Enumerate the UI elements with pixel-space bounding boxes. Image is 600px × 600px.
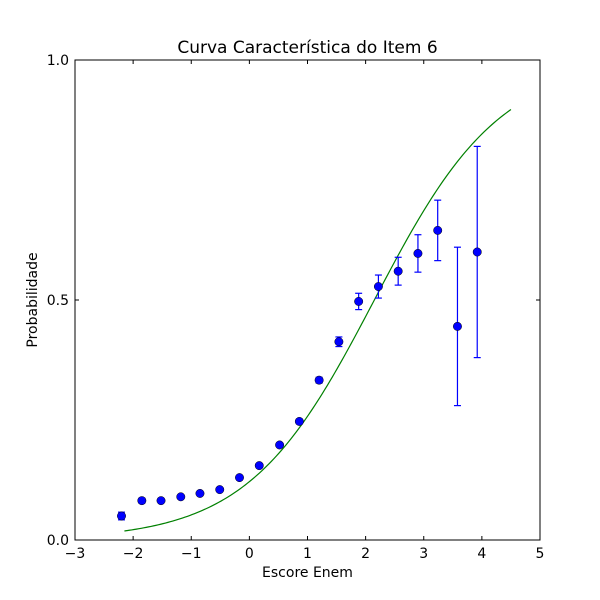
data-point: [334, 337, 344, 347]
x-tick-label: −3: [65, 546, 86, 562]
axes: −3 −2 −1 0 1 2 3 4 5 0.0 0.5 1.0: [47, 53, 545, 562]
y-tick-label: 1.0: [47, 53, 69, 69]
x-tick-label: 2: [361, 546, 370, 562]
data-point-group: [453, 246, 462, 407]
data-point-group: [393, 256, 403, 286]
data-point-group: [413, 234, 423, 273]
data-point-group: [433, 199, 443, 262]
data-point-group: [254, 461, 264, 471]
data-point: [235, 473, 244, 483]
data-point: [254, 461, 264, 471]
y-tick-label: 0.5: [47, 293, 69, 309]
data-point: [215, 485, 225, 495]
x-tick-label: −1: [181, 546, 202, 562]
data-point-group: [117, 511, 126, 521]
x-tick-label: 0: [245, 546, 254, 562]
data-point: [393, 266, 403, 276]
x-tick-label: 1: [303, 546, 312, 562]
x-tick-label: 4: [477, 546, 486, 562]
data-point: [137, 496, 147, 506]
data-point: [195, 488, 205, 498]
x-axis-title: Escore Enem: [262, 565, 353, 581]
data-point: [314, 375, 324, 385]
data-point-group: [275, 440, 285, 450]
data-point-group: [215, 485, 225, 495]
data-point-group: [472, 145, 482, 359]
data-point-group: [314, 375, 324, 385]
data-point-group: [176, 492, 186, 502]
data-point: [117, 511, 126, 521]
x-tick-label: 3: [419, 546, 428, 562]
data-point-group: [137, 496, 147, 506]
x-tick-label: 5: [536, 546, 545, 562]
data-point: [453, 321, 462, 331]
data-point: [433, 225, 443, 235]
data-point: [156, 496, 166, 506]
y-tick-label: 0.0: [47, 533, 69, 549]
data-point: [176, 492, 186, 502]
plot-area: [117, 109, 512, 532]
data-point: [373, 282, 383, 292]
data-point-group: [373, 274, 383, 299]
data-point-group: [156, 496, 166, 506]
y-axis-title: Probabilidade: [25, 252, 41, 347]
chart-title: Curva Característica do Item 6: [177, 38, 437, 58]
data-point: [294, 416, 304, 426]
fitted-curve: [124, 109, 512, 532]
data-point-group: [235, 473, 244, 483]
data-point: [413, 248, 423, 258]
data-point-group: [195, 488, 205, 498]
data-point-group: [354, 292, 364, 311]
data-point: [275, 440, 285, 450]
data-point-group: [294, 416, 304, 426]
data-point-group: [334, 336, 344, 348]
data-point: [472, 247, 482, 257]
data-point: [354, 296, 364, 306]
plot-frame: [74, 59, 541, 541]
x-tick-label: −2: [123, 546, 144, 562]
